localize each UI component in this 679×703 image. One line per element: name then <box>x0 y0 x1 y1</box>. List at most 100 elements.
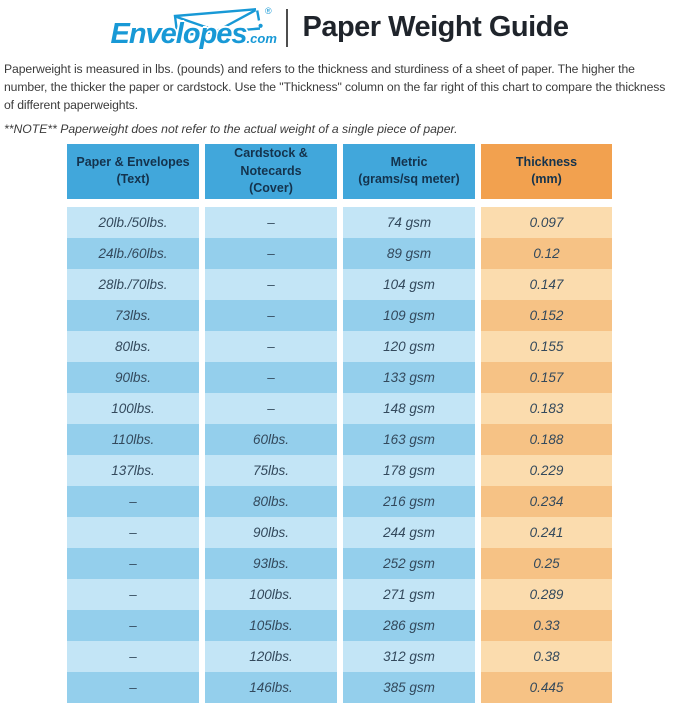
table-cell: 148 gsm <box>343 392 475 424</box>
table-row: 28lb./70lbs. –104 gsm 0.147 <box>67 268 612 300</box>
table-row: 110lbs. 60lbs. 163 gsm 0.188 <box>67 423 612 455</box>
table-cell: 0.241 <box>481 516 612 548</box>
table-cell: 0.183 <box>481 392 612 424</box>
table-cell: 146lbs. <box>205 671 337 703</box>
table-row: –100lbs. 271 gsm 0.289 <box>67 578 612 610</box>
table-row: –120lbs. 312 gsm 0.38 <box>67 640 612 672</box>
table-cell: 89 gsm <box>343 237 475 269</box>
table-cell: 133 gsm <box>343 361 475 393</box>
table-cell: 120lbs. <box>205 640 337 672</box>
table-row: –80lbs. 216 gsm 0.234 <box>67 485 612 517</box>
table-cell: 216 gsm <box>343 485 475 517</box>
table-cell: 90lbs. <box>67 361 199 393</box>
table-header-row: Paper & Envelopes (Text) Cardstock & Not… <box>67 143 612 199</box>
table-cell: 0.234 <box>481 485 612 517</box>
paper-weight-table: Paper & Envelopes (Text) Cardstock & Not… <box>67 143 612 703</box>
table-cell: 90lbs. <box>205 516 337 548</box>
table-cell: 80lbs. <box>67 330 199 362</box>
table-row: 80lbs. –120 gsm 0.155 <box>67 330 612 362</box>
column-header-metric: Metric (grams/sq meter) <box>343 143 475 199</box>
column-header-cardstock-notecards: Cardstock & Notecards (Cover) <box>205 143 337 199</box>
table-row: 137lbs. 75lbs. 178 gsm 0.229 <box>67 454 612 486</box>
header-divider <box>286 8 289 47</box>
table-cell: – <box>205 237 337 269</box>
table-row: –146lbs. 385 gsm 0.445 <box>67 671 612 703</box>
table-cell: 20lb./50lbs. <box>67 206 199 238</box>
column-header-line2: (mm) <box>531 172 562 187</box>
column-header-paper-envelopes: Paper & Envelopes (Text) <box>67 143 199 199</box>
registered-mark: ® <box>265 6 272 16</box>
column-header-line1: Thickness <box>515 154 578 169</box>
table-row: –93lbs. 252 gsm 0.25 <box>67 547 612 579</box>
column-header-line2: (Text) <box>116 172 150 187</box>
table-row: 24lb./60lbs. –89 gsm 0.12 <box>67 237 612 269</box>
table-row: 73lbs. –109 gsm 0.152 <box>67 299 612 331</box>
table-cell: 0.445 <box>481 671 612 703</box>
table-cell: 0.25 <box>481 547 612 579</box>
column-header-line1: Metric <box>390 154 428 169</box>
note-text: **NOTE** Paperweight does not refer to t… <box>4 121 458 136</box>
table-cell: – <box>67 547 199 579</box>
table-cell: 60lbs. <box>205 423 337 455</box>
table-row: –105lbs. 286 gsm 0.33 <box>67 609 612 641</box>
table-cell: 312 gsm <box>343 640 475 672</box>
envelopes-logo: ® Envelopes.com <box>110 5 278 50</box>
table-row: 90lbs. –133 gsm 0.157 <box>67 361 612 393</box>
table-row: –90lbs. 244 gsm 0.241 <box>67 516 612 548</box>
table-cell: 286 gsm <box>343 609 475 641</box>
table-cell: – <box>67 609 199 641</box>
table-cell: – <box>205 361 337 393</box>
table-cell: 252 gsm <box>343 547 475 579</box>
column-header-line1: Paper & Envelopes <box>76 154 190 169</box>
table-cell: – <box>205 392 337 424</box>
table-cell: – <box>67 671 199 703</box>
table-cell: 104 gsm <box>343 268 475 300</box>
table-cell: 0.289 <box>481 578 612 610</box>
logo-wordmark: Envelopes.com <box>110 20 276 49</box>
logo-tld-text: .com <box>246 31 277 46</box>
table-cell: 110lbs. <box>67 423 199 455</box>
table-cell: 80lbs. <box>205 485 337 517</box>
table-cell: 0.188 <box>481 423 612 455</box>
table-body: 20lb./50lbs. –74 gsm 0.097 24lb./60lbs. –89 … <box>67 206 612 703</box>
table-cell: 0.155 <box>481 330 612 362</box>
intro-paragraph: Paperweight is measured in lbs. (pounds)… <box>4 62 666 112</box>
logo-brand-text: Envelopes <box>110 18 247 50</box>
table-cell: – <box>205 330 337 362</box>
table-cell: 244 gsm <box>343 516 475 548</box>
table-cell: 73lbs. <box>67 299 199 331</box>
table-cell: 28lb./70lbs. <box>67 268 199 300</box>
table-cell: 0.152 <box>481 299 612 331</box>
page-title: Paper Weight Guide <box>302 11 569 43</box>
table-cell: 120 gsm <box>343 330 475 362</box>
table-cell: 0.38 <box>481 640 612 672</box>
table-cell: – <box>205 268 337 300</box>
table-cell: 100lbs. <box>67 392 199 424</box>
envelope-icon: ® <box>174 6 272 37</box>
table-cell: 178 gsm <box>343 454 475 486</box>
table-cell: 271 gsm <box>343 578 475 610</box>
table-cell: 93lbs. <box>205 547 337 579</box>
table-cell: 0.147 <box>481 268 612 300</box>
table-cell: 385 gsm <box>343 671 475 703</box>
table-cell: 74 gsm <box>343 206 475 238</box>
brand-header: ® Envelopes.com Paper Weight Guide <box>0 0 679 50</box>
table-cell: 0.12 <box>481 237 612 269</box>
column-header-thickness: Thickness (mm) <box>481 143 612 199</box>
table-cell: 0.229 <box>481 454 612 486</box>
table-cell: 100lbs. <box>205 578 337 610</box>
table-cell: 75lbs. <box>205 454 337 486</box>
table-cell: – <box>67 640 199 672</box>
table-cell: 0.157 <box>481 361 612 393</box>
table-cell: 163 gsm <box>343 423 475 455</box>
table-cell: – <box>205 299 337 331</box>
table-cell: 105lbs. <box>205 609 337 641</box>
column-header-line2: (grams/sq meter) <box>358 172 460 187</box>
table-cell: 0.33 <box>481 609 612 641</box>
envelope-exclamation-dot <box>258 23 264 28</box>
table-cell: – <box>205 206 337 238</box>
table-cell: 24lb./60lbs. <box>67 237 199 269</box>
table-row: 100lbs. –148 gsm 0.183 <box>67 392 612 424</box>
table-cell: 137lbs. <box>67 454 199 486</box>
table-row: 20lb./50lbs. –74 gsm 0.097 <box>67 206 612 238</box>
